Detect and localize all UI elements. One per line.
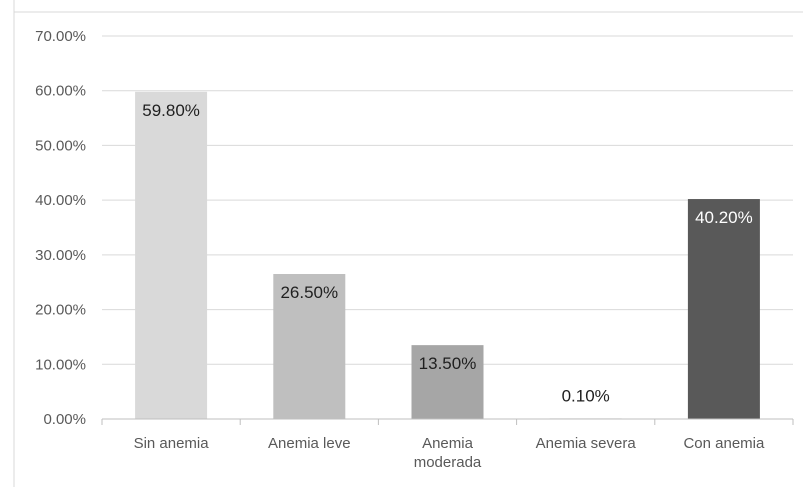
data-label: 59.80% <box>142 101 200 120</box>
y-tick-label: 0.00% <box>43 411 86 428</box>
category-label: Sin anemia <box>134 435 210 452</box>
y-tick-label: 50.00% <box>35 137 86 154</box>
category-label-line: Anemia severa <box>536 435 637 452</box>
category-label: Anemia moderada <box>414 435 482 471</box>
data-label: 0.10% <box>562 386 610 405</box>
data-label: 26.50% <box>280 283 338 302</box>
category-label: Anemia severa <box>536 435 637 452</box>
category-label-line: Anemia <box>422 435 474 452</box>
category-label-line: Con anemia <box>683 435 765 452</box>
y-tick-label: 60.00% <box>35 83 86 100</box>
y-tick-label: 40.00% <box>35 192 86 209</box>
y-tick-label: 20.00% <box>35 302 86 319</box>
bar <box>687 199 760 419</box>
x-axis <box>101 418 794 425</box>
y-axis-ticks: 0.00% 10.00% 20.00% 30.00% 40.00% 50.00% 60.00… <box>35 28 86 428</box>
category-label-line: Anemia leve <box>268 435 351 452</box>
gridlines <box>102 35 793 365</box>
category-label: Anemia leve <box>268 435 351 452</box>
data-labels: 59.80% 26.50% 13.50% 0.10% 40.20% <box>142 101 752 406</box>
y-tick-label: 70.00% <box>35 28 86 45</box>
bars <box>135 91 760 420</box>
bar <box>135 91 208 420</box>
category-label: Con anemia <box>683 435 765 452</box>
data-label: 40.20% <box>695 208 753 227</box>
category-label-line: Sin anemia <box>134 435 210 452</box>
y-tick-label: 30.00% <box>35 247 86 264</box>
y-tick-label: 10.00% <box>35 356 86 373</box>
category-labels: Sin anemia Anemia leve Anemia moderadaAnemi… <box>134 435 765 471</box>
bar <box>411 345 484 419</box>
category-label-line: moderada <box>414 454 482 471</box>
bar <box>273 274 346 419</box>
data-label: 13.50% <box>419 354 477 373</box>
